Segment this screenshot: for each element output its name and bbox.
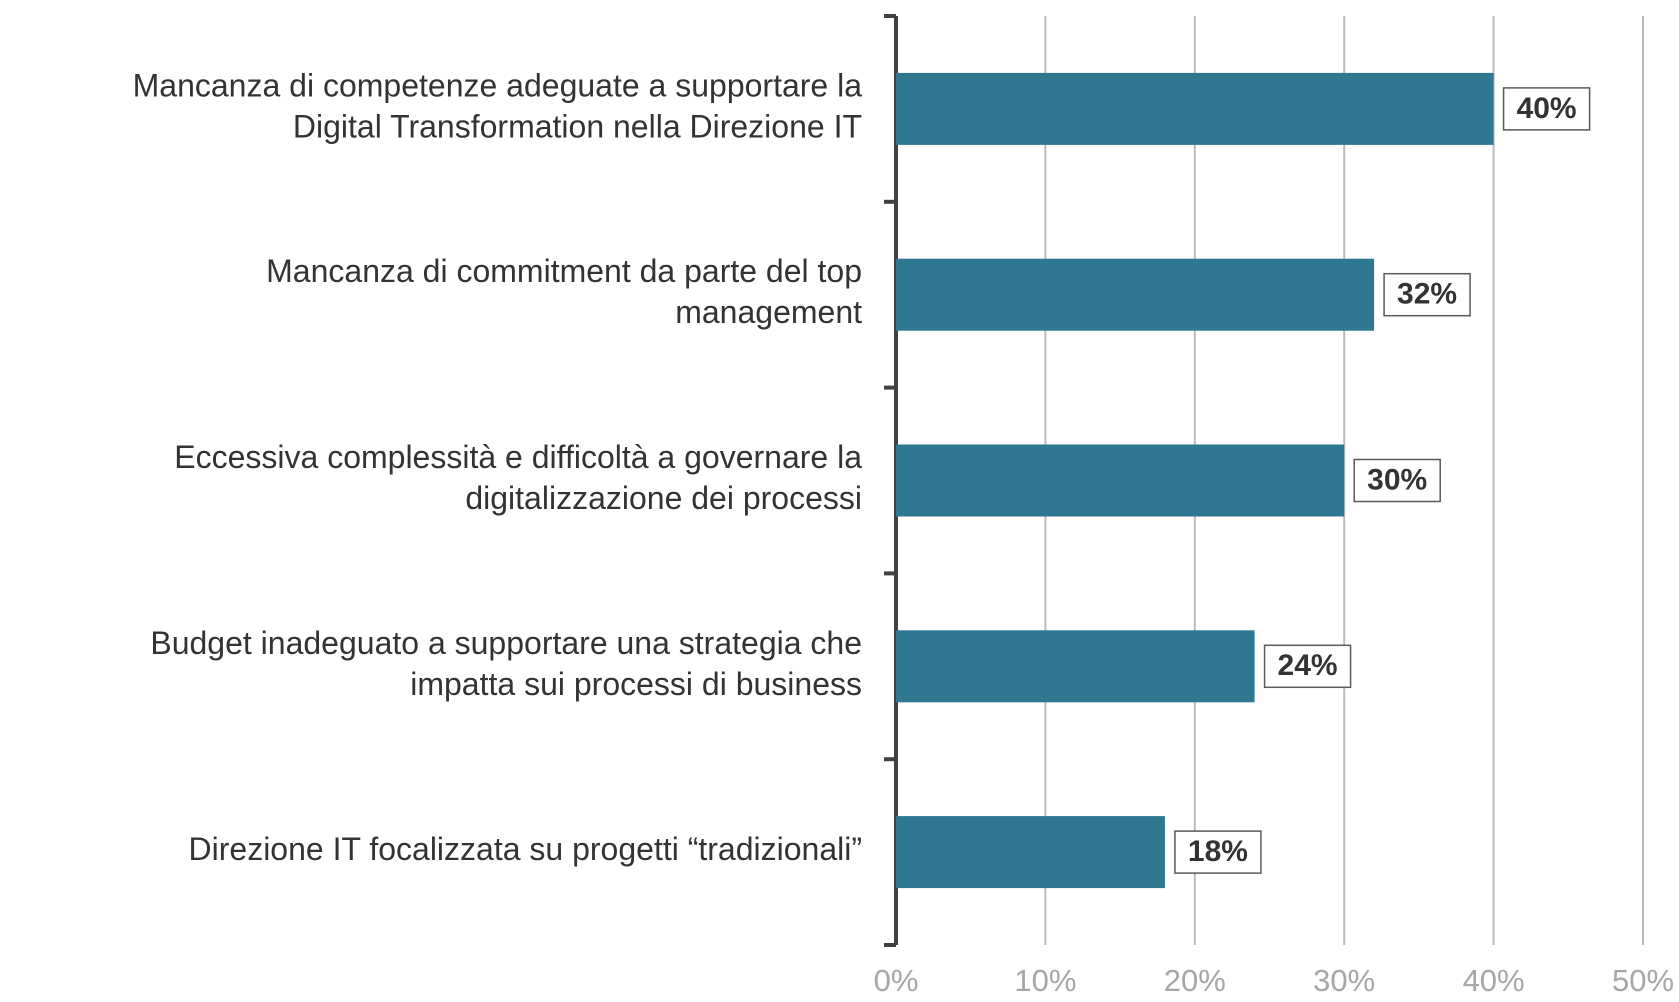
value-label-box xyxy=(1383,272,1471,317)
category-label-line: management xyxy=(675,295,862,331)
bar xyxy=(896,630,1255,703)
value-label: 32% xyxy=(1397,278,1457,311)
value-label: 30% xyxy=(1367,463,1427,496)
category-label: Eccessiva complessità e difficoltà a gov… xyxy=(174,439,862,516)
category-label-line: Mancanza di commitment da parte del top xyxy=(266,254,862,290)
x-tick-label: 20% xyxy=(1164,963,1226,998)
category-label-line: Digital Transformation nella Direzione I… xyxy=(293,109,862,145)
value-label-box xyxy=(1502,87,1591,131)
value-label-box xyxy=(1174,830,1262,874)
value-label: 18% xyxy=(1188,835,1248,868)
value-label-box xyxy=(1353,458,1441,503)
value-label: 24% xyxy=(1278,649,1338,682)
category-label-line: impatta sui processi di business xyxy=(410,666,862,702)
x-tick-label: 10% xyxy=(1014,963,1076,998)
x-tick-label: 30% xyxy=(1313,963,1375,998)
x-tick-label: 0% xyxy=(874,963,919,998)
bar xyxy=(896,816,1165,889)
category-label-line: digitalizzazione dei processi xyxy=(465,480,862,516)
category-label-line: Mancanza di competenze adeguate a suppor… xyxy=(133,68,863,104)
x-tick-label: 40% xyxy=(1463,963,1525,998)
value-label: 40% xyxy=(1517,92,1577,125)
x-tick-label: 50% xyxy=(1612,963,1674,998)
category-label-line: Direzione IT focalizzata su progetti “tr… xyxy=(189,832,862,868)
category-label-line: Budget inadeguato a supportare una strat… xyxy=(150,625,862,661)
bar xyxy=(896,72,1494,145)
category-label: Mancanza di commitment da parte del top m… xyxy=(266,254,862,331)
bar xyxy=(896,444,1345,517)
category-label-line: Eccessiva complessità e difficoltà a gov… xyxy=(174,439,862,475)
value-label-box xyxy=(1263,644,1352,689)
category-label: Direzione IT focalizzata su progetti “tr… xyxy=(189,832,862,868)
category-label: Mancanza di competenze adeguate a suppor… xyxy=(133,68,863,145)
category-label: Budget inadeguato a supportare una strat… xyxy=(150,625,862,702)
bar xyxy=(896,258,1375,331)
